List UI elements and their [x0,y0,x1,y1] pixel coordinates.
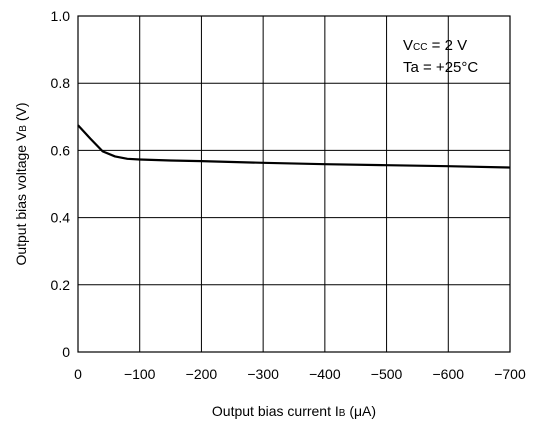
series-line [77,124,511,169]
y-tick-label: 0.6 [51,142,71,158]
x-tick-label: −200 [186,366,218,382]
x-axis-label: Output bias current IB (μA) [212,403,376,419]
vcc-condition: VCC = 2 V [403,37,467,54]
x-tick-label: 0 [74,366,82,382]
y-tick-label: 0.8 [51,75,71,91]
y-tick-label: 0.2 [51,277,71,293]
ta-condition: Ta = +25°C [403,59,478,76]
y-tick-labels: 0 0.2 0.4 0.6 0.8 1.0 [51,8,71,360]
x-tick-label: −600 [433,366,465,382]
x-tick-label: −500 [371,366,403,382]
conditions-annotation: VCC = 2 V Ta = +25°C [403,37,478,76]
x-tick-label: −400 [309,366,341,382]
y-tick-label: 1.0 [51,8,71,24]
x-tick-labels: 0 −100 −200 −300 −400 −500 −600 −700 [74,366,526,382]
plot-frame [77,15,511,353]
x-tick-label: −700 [494,366,526,382]
y-axis-label: Output bias voltage VB (V) [13,102,29,265]
x-tick-label: −100 [124,366,156,382]
y-tick-label: 0 [62,344,70,360]
y-tick-label: 0.4 [51,210,71,226]
x-tick-label: −300 [247,366,279,382]
